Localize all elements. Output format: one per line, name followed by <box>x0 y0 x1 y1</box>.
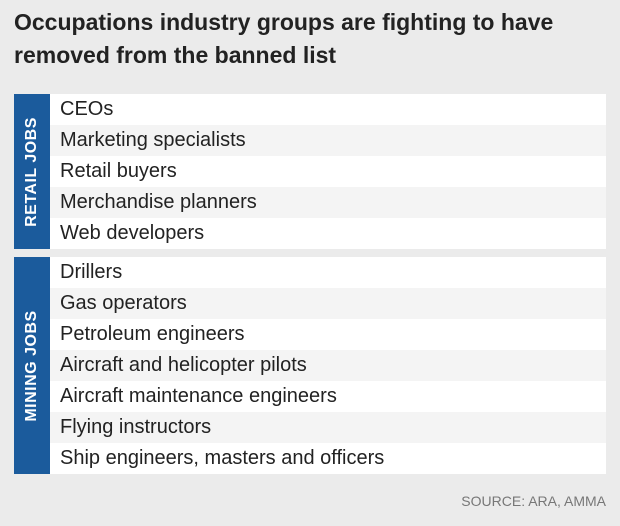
group: MINING JOBS Drillers Gas operators Petroleu… <box>14 257 606 474</box>
rows: Drillers Gas operators Petroleum engineers… <box>50 257 606 474</box>
row: Gas operators <box>50 288 606 319</box>
row: Marketing specialists <box>50 125 606 156</box>
group-label-bar: MINING JOBS <box>14 257 50 474</box>
row: Merchandise planners <box>50 187 606 218</box>
row: Aircraft and helicopter pilots <box>50 350 606 381</box>
title: Occupations industry groups are fighting… <box>14 9 554 68</box>
group: RETAIL JOBS CEOs Marketing specialists Reta… <box>14 94 606 249</box>
row: Ship engineers, masters and officers <box>50 443 606 474</box>
group-label: RETAIL JOBS <box>23 116 40 227</box>
row: CEOs <box>50 94 606 125</box>
groups: RETAIL JOBS CEOs Marketing specialists Reta… <box>14 94 606 482</box>
rows: CEOs Marketing specialists Retail buyers Me… <box>50 94 606 249</box>
group-label: MINING JOBS <box>23 309 40 422</box>
row: Petroleum engineers <box>50 319 606 350</box>
row: Retail buyers <box>50 156 606 187</box>
source: SOURCE: ARA, AMMA <box>461 493 606 509</box>
row: Drillers <box>50 257 606 288</box>
row: Web developers <box>50 218 606 249</box>
row: Aircraft maintenance engineers <box>50 381 606 412</box>
group-label-bar: RETAIL JOBS <box>14 94 50 249</box>
row: Flying instructors <box>50 412 606 443</box>
